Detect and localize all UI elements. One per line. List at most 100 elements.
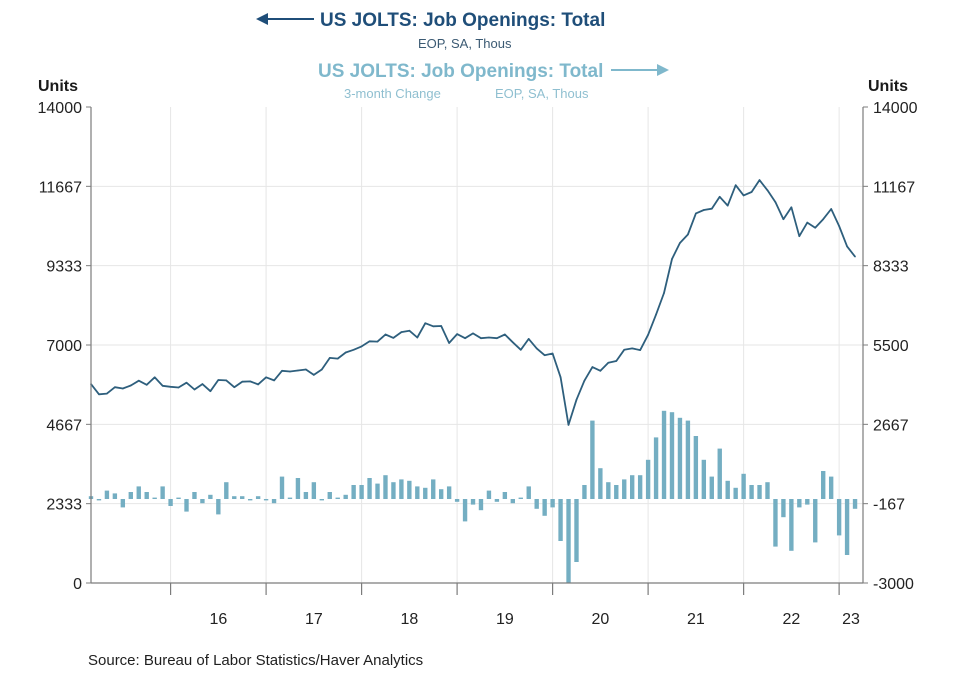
job-openings-point <box>225 379 228 382</box>
change-bar <box>582 485 587 499</box>
job-openings-point <box>496 337 498 340</box>
change-bar <box>478 499 484 511</box>
job-openings-point <box>734 184 737 186</box>
job-openings-point <box>209 390 212 393</box>
left-tick-label: 11667 <box>39 179 82 196</box>
change-bar <box>550 499 555 508</box>
job-openings-point <box>607 361 610 364</box>
axes <box>90 107 864 595</box>
change-bar <box>661 410 667 499</box>
change-bar <box>224 482 229 499</box>
job-openings-point <box>766 189 769 192</box>
change-bar <box>470 499 476 505</box>
job-openings-point <box>360 345 363 348</box>
change-bar <box>407 480 412 499</box>
job-openings-point <box>217 379 220 381</box>
x-tick-label: 19 <box>496 611 514 628</box>
change-bar <box>781 499 786 518</box>
job-openings-point <box>703 209 705 211</box>
left-tick-label: 7000 <box>46 338 82 355</box>
job-openings-point <box>591 366 594 368</box>
change-bar <box>614 485 619 499</box>
job-openings-point <box>798 235 801 237</box>
job-openings-point <box>655 313 657 316</box>
x-tick-label: 22 <box>782 611 800 628</box>
change-bar <box>279 476 285 499</box>
change-bar <box>367 478 372 499</box>
job-openings-point <box>663 292 665 294</box>
change-bar <box>343 494 348 499</box>
job-openings-point <box>567 424 570 426</box>
job-openings-point <box>535 347 538 350</box>
job-openings-point <box>384 333 387 336</box>
x-tick-label: 21 <box>687 611 705 628</box>
change-bar <box>653 437 659 499</box>
change-bar <box>669 412 675 499</box>
change-bar <box>836 499 842 536</box>
change-bar <box>391 482 396 499</box>
change-bar <box>677 417 683 499</box>
x-tick-label: 18 <box>400 611 418 628</box>
change-bar <box>749 485 754 499</box>
job-openings-point <box>647 334 649 336</box>
job-openings-point <box>575 398 578 401</box>
change-bar <box>502 492 508 499</box>
change-bar <box>518 497 523 499</box>
change-bar <box>590 420 595 499</box>
change-bar <box>813 499 818 543</box>
job-openings-point <box>249 380 251 383</box>
change-bar <box>701 459 707 499</box>
job-openings-point <box>687 233 689 236</box>
left-tick-label: 14000 <box>38 100 83 117</box>
change-bar <box>486 490 492 499</box>
level-line <box>90 179 856 426</box>
job-openings-point <box>352 348 355 351</box>
change-bar <box>128 492 133 499</box>
change-bar <box>789 499 794 551</box>
primary-series-title-text: US JOLTS: Job Openings: Total <box>320 10 606 32</box>
change-bar <box>494 499 500 502</box>
job-openings-point <box>114 386 116 388</box>
job-openings-point <box>177 386 180 389</box>
change-bar <box>152 497 157 499</box>
job-openings-point <box>265 376 267 379</box>
right-tick-label: 11167 <box>873 179 915 196</box>
change-bar <box>287 497 293 499</box>
right-tick-label: 14000 <box>873 100 918 117</box>
job-openings-point <box>448 342 450 344</box>
change-bar <box>438 489 444 499</box>
x-tick-label: 23 <box>842 611 860 628</box>
job-openings-point <box>615 360 618 362</box>
secondary-series-subtitle-a: 3-month Change <box>344 86 441 101</box>
job-openings-point <box>599 370 602 372</box>
change-bar <box>598 468 603 499</box>
change-bar <box>335 497 340 499</box>
change-bar <box>271 499 277 504</box>
change-bar <box>184 499 189 512</box>
right-tick-label: 5500 <box>873 338 909 355</box>
job-openings-point <box>758 179 761 181</box>
job-openings-point <box>289 370 291 373</box>
change-bar <box>327 492 332 499</box>
job-openings-point <box>814 226 817 229</box>
primary-series-subtitle: EOP, SA, Thous <box>418 36 512 51</box>
job-openings-point <box>122 387 124 390</box>
job-openings-point <box>281 370 283 372</box>
change-bar <box>844 499 850 555</box>
secondary-series-title: US JOLTS: Job Openings: Total <box>318 61 670 83</box>
change-bar <box>558 499 563 541</box>
right-tick-label: -167 <box>873 497 905 514</box>
job-openings-point <box>551 352 554 355</box>
job-openings-point <box>822 218 825 220</box>
change-bar <box>319 499 324 501</box>
change-bar <box>534 499 539 509</box>
job-openings-point <box>679 242 681 244</box>
job-openings-point <box>726 204 729 207</box>
right-axis-label: Units <box>868 78 908 95</box>
change-bar <box>303 492 309 499</box>
change-bar <box>606 482 611 499</box>
job-openings-point <box>846 245 848 248</box>
change-bar <box>255 496 261 499</box>
job-openings-point <box>408 329 411 332</box>
job-openings-point <box>273 379 275 382</box>
